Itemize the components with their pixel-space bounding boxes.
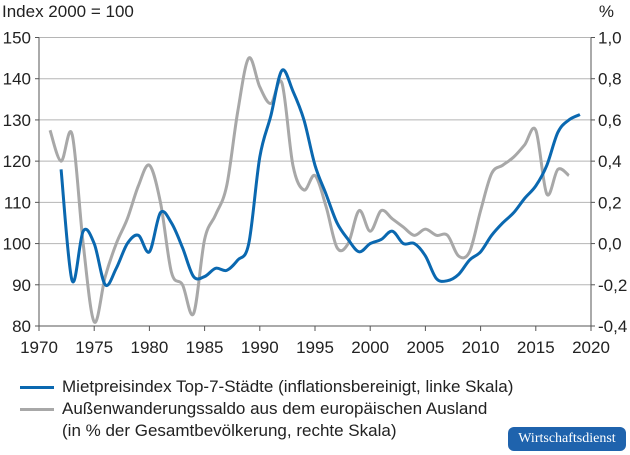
y-tick-label-left: 110 [4,193,31,212]
x-tick-label: 2005 [406,338,444,357]
legend-label-line2: (in % der Gesamtbevölkerung, rechte Skal… [62,421,397,440]
y-tick-label-right: 0,6 [598,111,622,130]
line-chart: 80 -0,4 90 -0,2 100 0,0 110 0,2 120 0,4 130 0,6 140 0… [3,29,628,358]
legend: Mietpreisindex Top-7-Städte (inflationsb… [20,376,513,442]
x-tick-label: 2010 [462,338,500,357]
y-tick-label-right: 0,0 [598,235,622,254]
y-tick-label-left: 100 [3,235,31,254]
legend-swatch-gray [20,408,54,411]
y-tick-label-right: 0,2 [598,193,622,212]
series-line-migration [48,56,570,324]
y-tick-label-right: -0,2 [598,276,627,295]
legend-label: Außenwanderungssaldo aus dem europäische… [62,399,488,418]
y-tick-label-left: 90 [12,276,31,295]
y-tick-label-left: 120 [3,152,31,171]
y-tick-label-right: 0,8 [598,70,622,89]
y-tick-label-left: 140 [3,70,31,89]
y-tick-label-right: 1,0 [598,29,622,48]
x-tick-label: 1985 [186,338,224,357]
legend-item-migration: Außenwanderungssaldo aus dem europäische… [20,398,513,442]
legend-item-rent-index: Mietpreisindex Top-7-Städte (inflationsb… [20,376,513,398]
y-tick-label-left: 150 [3,29,31,48]
series-line-rent-index [59,68,581,288]
x-tick-label: 1980 [130,338,168,357]
y-tick-label-right: -0,4 [598,317,627,336]
x-tick-label: 1995 [296,338,334,357]
y-tick-label-left: 80 [12,317,31,336]
left-axis-label: Index 2000 = 100 [2,2,134,21]
x-tick-label: 1975 [75,338,113,357]
x-tick-label: 2000 [351,338,389,357]
x-tick-label: 1990 [241,338,279,357]
y-tick-label-left: 130 [3,111,31,130]
legend-label: Mietpreisindex Top-7-Städte (inflationsb… [62,377,514,396]
right-axis-label: % [598,2,614,21]
x-tick-label: 2015 [517,338,555,357]
legend-swatch-blue [20,386,54,389]
x-tick-label: 1970 [20,338,58,357]
x-tick-label: 2020 [572,338,610,357]
wirtschaftsdienst-logo: Wirtschaftsdienst [508,427,626,451]
y-tick-label-right: 0,4 [598,152,622,171]
